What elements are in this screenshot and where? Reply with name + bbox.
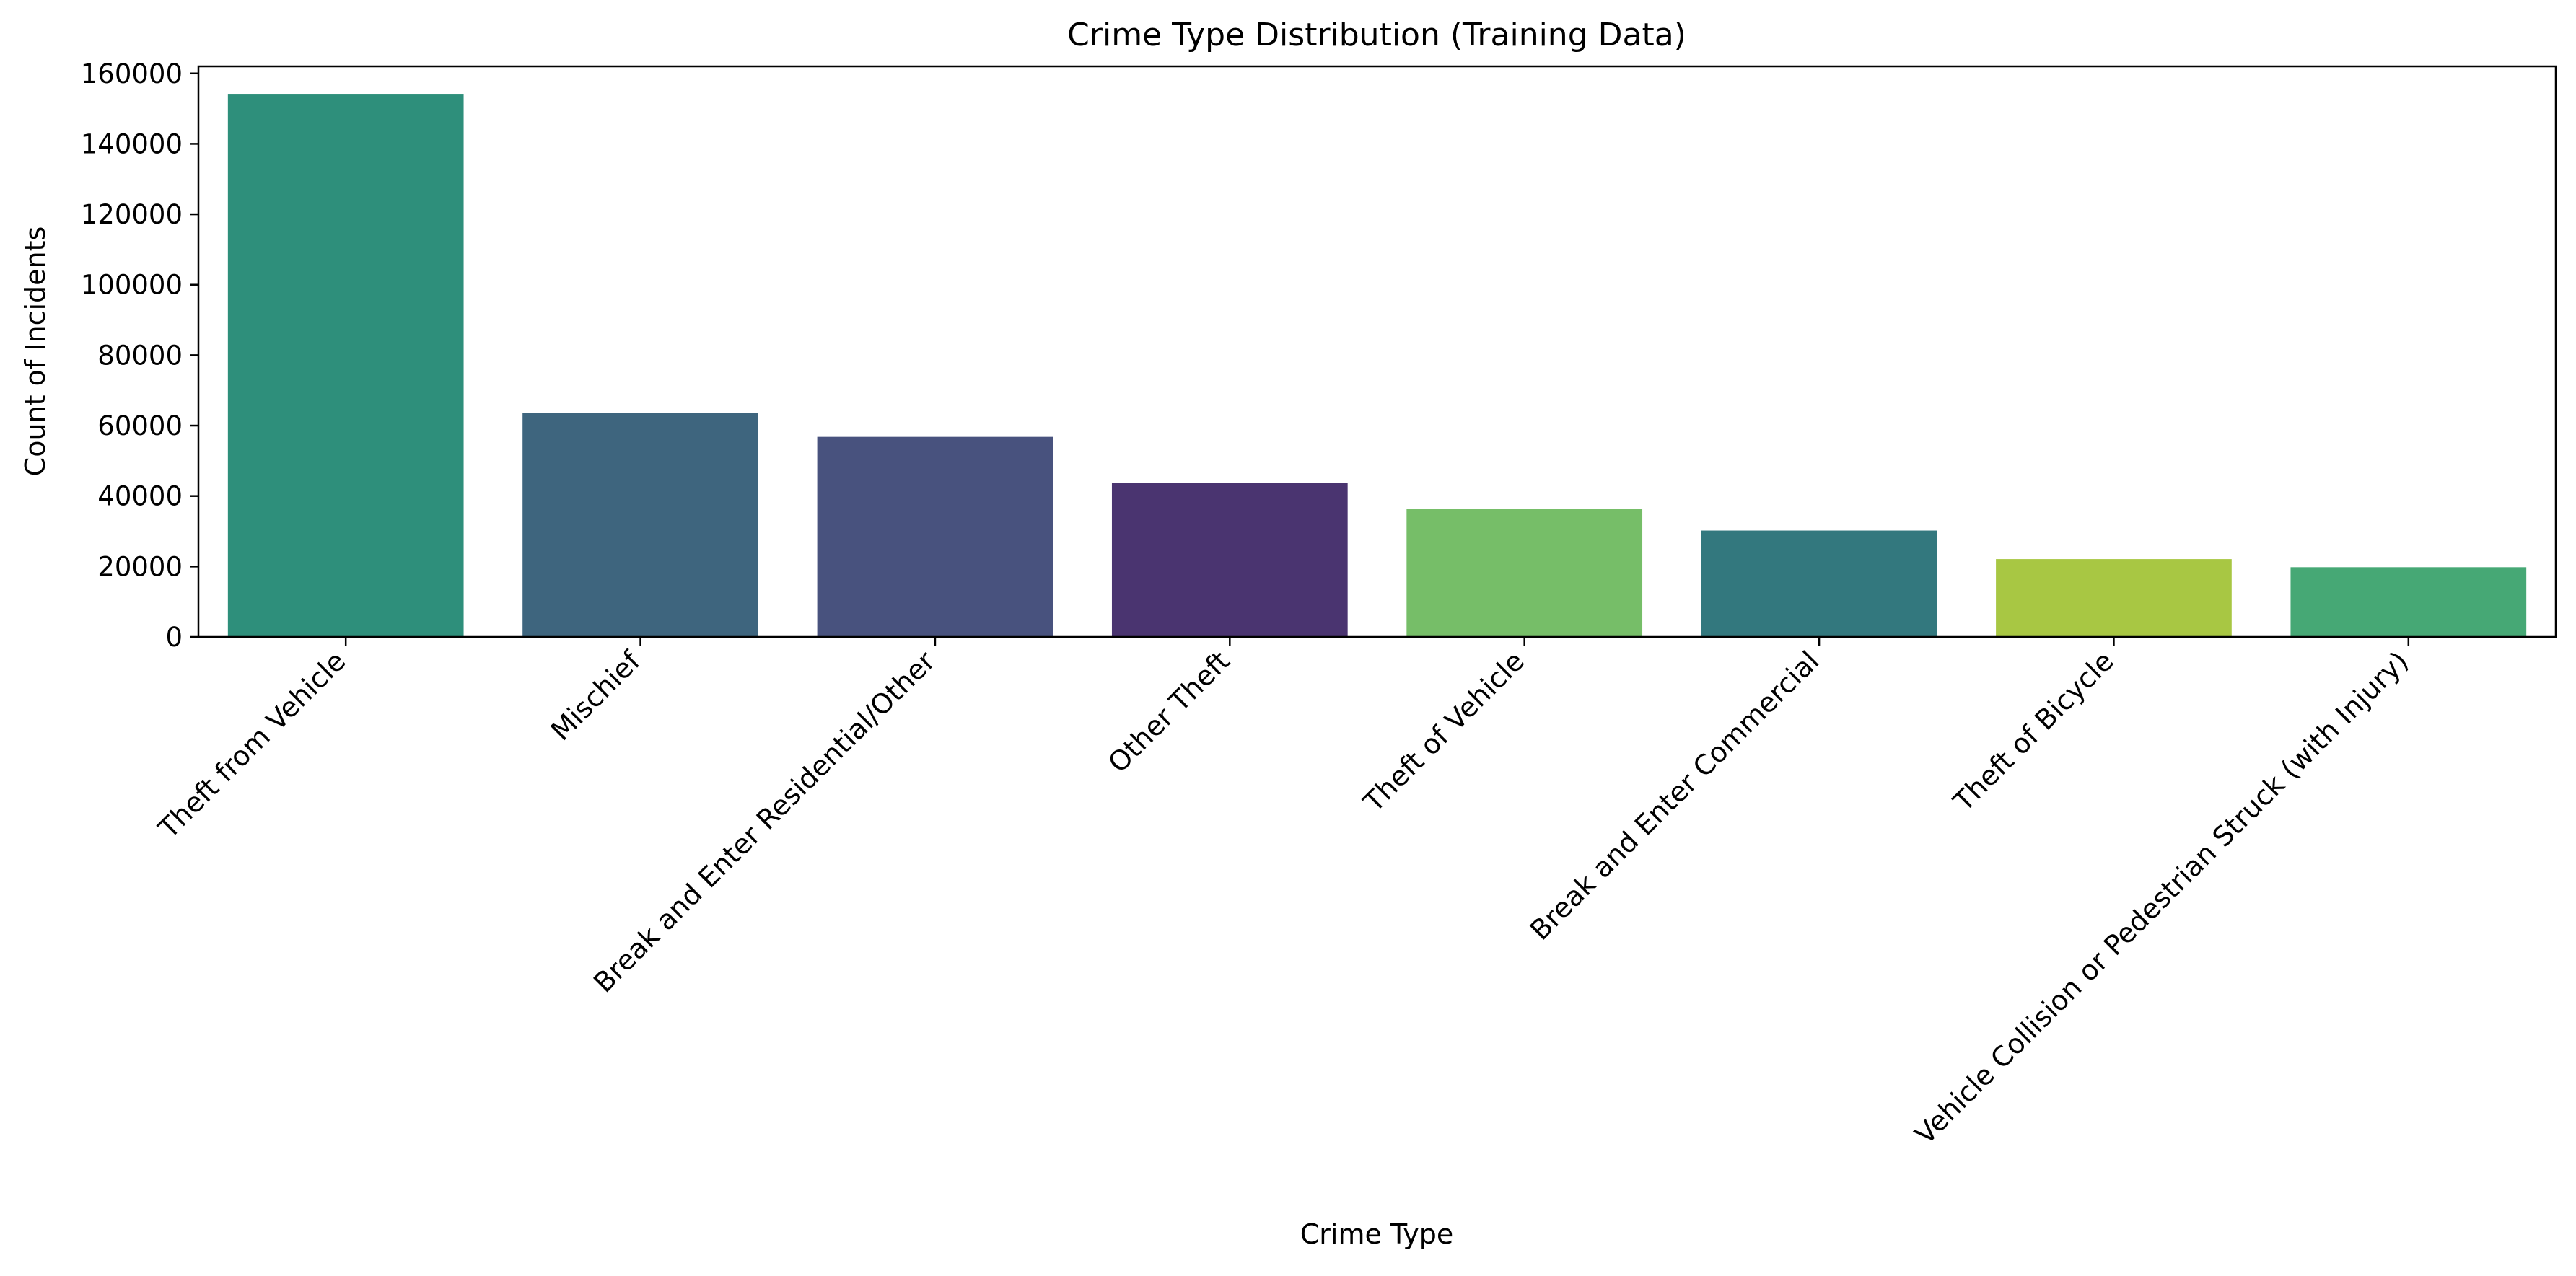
bars-layer: [227, 94, 2527, 637]
plot-frame: [197, 65, 2557, 638]
y-tick-label: 0: [165, 622, 183, 653]
y-tick-label: 80000: [97, 340, 183, 371]
y-axis-ticks: 0 20000 40000 60000 80000 100000 120000 140000 1…: [81, 58, 198, 653]
y-tick-label: 60000: [97, 410, 183, 441]
y-tick-label: 100000: [81, 270, 183, 301]
bar: [817, 436, 1053, 637]
bar: [227, 94, 464, 637]
y-tick-label: 160000: [81, 58, 183, 89]
y-tick-label: 20000: [97, 551, 183, 582]
bar: [522, 413, 758, 637]
bar: [2290, 567, 2527, 637]
bar: [1996, 559, 2232, 637]
y-tick-label: 120000: [81, 199, 183, 230]
bar: [1111, 483, 1348, 637]
x-axis-label: Crime Type: [1300, 1218, 1453, 1250]
chart-title: Crime Type Distribution (Training Data): [1067, 17, 1686, 53]
y-axis-label: Count of Incidents: [19, 226, 51, 477]
bar: [1406, 509, 1643, 637]
y-tick-label: 140000: [81, 128, 183, 159]
bar: [1701, 530, 1937, 637]
y-tick-label: 40000: [97, 481, 183, 512]
